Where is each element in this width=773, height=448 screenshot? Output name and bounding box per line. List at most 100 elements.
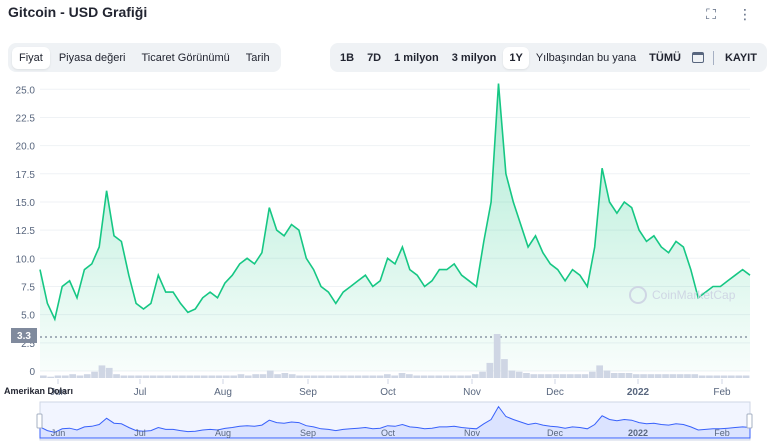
volume-bar bbox=[391, 375, 398, 378]
volume-bar bbox=[340, 375, 347, 378]
volume-bar bbox=[142, 375, 150, 378]
volume-bar bbox=[625, 373, 633, 378]
volume-bar bbox=[120, 375, 128, 378]
x-tick-label: Jun bbox=[50, 387, 66, 398]
navigator-tick-label: Jul bbox=[134, 428, 146, 438]
current-price-label: 3.3 bbox=[17, 331, 31, 342]
volume-bar bbox=[171, 375, 179, 378]
range-1m[interactable]: 1 milyon bbox=[394, 51, 439, 64]
navigator-tick-label: Aug bbox=[215, 428, 231, 438]
volume-bar bbox=[91, 371, 98, 378]
volume-bar bbox=[193, 375, 201, 378]
y-tick-label: 7.5 bbox=[21, 282, 35, 293]
more-icon[interactable]: ⋮ bbox=[738, 6, 752, 22]
x-tick-label: Nov bbox=[463, 387, 481, 398]
x-tick-label: 2022 bbox=[627, 387, 650, 398]
volume-bar bbox=[105, 367, 113, 378]
volume-bar bbox=[589, 371, 596, 378]
volume-bar bbox=[398, 373, 406, 378]
volume-bar bbox=[603, 370, 611, 378]
range-all[interactable]: TÜMÜ bbox=[649, 51, 681, 64]
volume-bar bbox=[647, 374, 655, 378]
volume-bar bbox=[457, 375, 464, 378]
volume-bar bbox=[720, 375, 728, 378]
volume-bar bbox=[186, 375, 194, 378]
volume-bar bbox=[288, 374, 296, 378]
volume-bar bbox=[567, 374, 574, 378]
price-area bbox=[40, 83, 750, 371]
volume-bar bbox=[76, 375, 84, 378]
x-tick-label: Oct bbox=[380, 387, 396, 398]
volume-bar bbox=[501, 359, 508, 378]
volume-bar bbox=[303, 375, 311, 378]
volume-bar bbox=[230, 375, 237, 378]
volume-bar bbox=[223, 375, 230, 378]
y-tick-label: 10.0 bbox=[16, 254, 36, 265]
y-tick-label: 25.0 bbox=[16, 85, 36, 96]
tab-trading-view[interactable]: Ticaret Görünümü bbox=[141, 51, 230, 64]
x-tick-label: Dec bbox=[546, 387, 564, 398]
y-tick-label: 0 bbox=[29, 367, 35, 378]
volume-bar bbox=[691, 374, 699, 378]
tab-market-cap[interactable]: Piyasa değeri bbox=[58, 51, 126, 64]
calendar-icon[interactable] bbox=[691, 52, 704, 63]
volume-bar bbox=[698, 375, 706, 378]
volume-bar bbox=[332, 375, 340, 378]
volume-bar bbox=[640, 374, 647, 378]
navigator-tick-label: Dec bbox=[547, 428, 564, 438]
volume-bar bbox=[713, 375, 721, 378]
volume-bar bbox=[406, 374, 413, 378]
current-price-badge bbox=[11, 328, 37, 343]
volume-bar bbox=[610, 373, 618, 378]
chart-gridlines bbox=[40, 88, 750, 372]
volume-bar bbox=[493, 334, 501, 378]
volume-bar bbox=[127, 375, 135, 378]
x-tick-label: Feb bbox=[713, 387, 731, 398]
tab-history[interactable]: Tarih bbox=[245, 51, 270, 64]
volume-bar bbox=[54, 375, 62, 378]
volume-bar bbox=[266, 370, 274, 378]
volume-bar bbox=[742, 375, 750, 378]
volume-bar bbox=[420, 375, 428, 378]
volume-bar bbox=[581, 374, 589, 378]
volume-bar bbox=[618, 373, 625, 378]
navigator-handle-right[interactable] bbox=[746, 413, 753, 429]
divider bbox=[712, 50, 714, 65]
volume-bar bbox=[479, 371, 486, 378]
volume-bar bbox=[552, 374, 560, 378]
expand-icon[interactable]: ⛶ bbox=[706, 6, 716, 22]
range-3m[interactable]: 3 milyon bbox=[451, 51, 497, 64]
volume-bar bbox=[149, 375, 157, 378]
volume-bar bbox=[530, 374, 538, 378]
volume-bar bbox=[559, 374, 567, 378]
price-line bbox=[39, 83, 751, 322]
volume-bar bbox=[435, 375, 442, 378]
navigator-handle-left[interactable] bbox=[36, 413, 43, 429]
range-7d[interactable]: 7D bbox=[367, 51, 382, 64]
log-scale-button[interactable]: KAYIT bbox=[724, 51, 757, 64]
volume-bar bbox=[471, 374, 479, 378]
navigator-frame[interactable] bbox=[39, 401, 751, 441]
y-tick-label: 5.0 bbox=[21, 311, 35, 322]
volume-bar bbox=[83, 374, 91, 378]
volume-bar bbox=[40, 375, 47, 378]
currency-label: Amerikan Doları bbox=[4, 386, 73, 396]
volume-bar bbox=[523, 373, 530, 378]
tab-price[interactable]: Fiyat bbox=[12, 46, 50, 69]
volume-bar bbox=[654, 374, 662, 378]
header-actions: ⛶ ⋮ bbox=[703, 6, 753, 23]
volume-bar bbox=[237, 374, 245, 378]
volume-bar bbox=[62, 375, 69, 378]
volume-bar bbox=[325, 375, 333, 378]
range-1d[interactable]: 1B bbox=[340, 51, 355, 64]
volume-bars bbox=[40, 334, 750, 378]
volume-bar bbox=[69, 374, 76, 378]
range-ytd[interactable]: Yılbaşından bu yana bbox=[535, 51, 637, 64]
watermark-text: CoinMarketCap bbox=[652, 288, 736, 302]
x-tick-label: Sep bbox=[299, 387, 317, 398]
range-1y[interactable]: 1Y bbox=[503, 46, 529, 69]
volume-bar bbox=[274, 374, 281, 378]
y-tick-label: 12.5 bbox=[16, 226, 36, 237]
range-tabs: 1B 7D 1 milyon 3 milyon 1Y Yılbaşından b… bbox=[330, 43, 767, 72]
navigator-tick-label: Feb bbox=[714, 428, 730, 438]
